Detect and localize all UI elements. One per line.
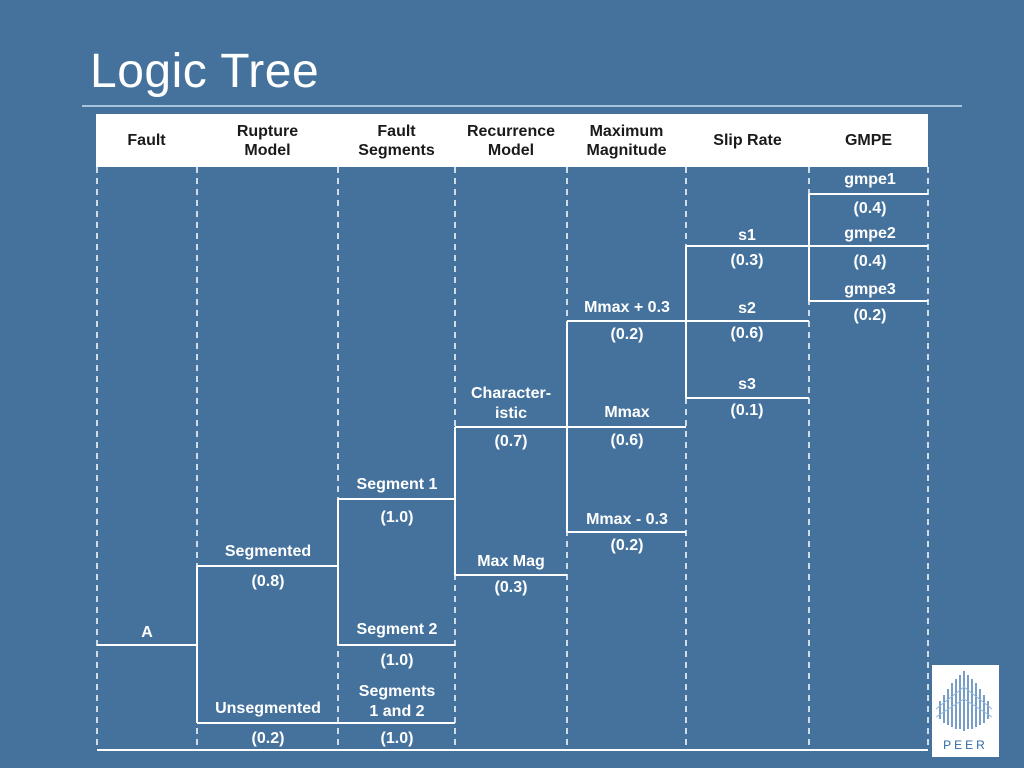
node-gmpe3: gmpe3 xyxy=(844,281,896,298)
column-dividers xyxy=(96,167,929,750)
weight-unsegmented: (0.2) xyxy=(251,730,285,747)
weight-segments-1-and-2: (1.0) xyxy=(380,730,414,747)
node-segments-1-and-2: Segments 1 and 2 xyxy=(358,683,436,720)
weight-segmented: (0.8) xyxy=(251,573,285,590)
node-s3: s3 xyxy=(738,376,756,393)
node-gmpe2: gmpe2 xyxy=(844,225,896,242)
node-max-mag: Max Mag xyxy=(477,553,545,570)
weight-s2: (0.6) xyxy=(730,325,764,342)
column-header-row: Fault Rupture Model Fault Segments Recur… xyxy=(96,114,928,167)
node-fault-a: A xyxy=(141,624,153,641)
node-s1: s1 xyxy=(738,227,756,244)
weight-segment-2: (1.0) xyxy=(380,652,414,669)
header-gmpe: GMPE xyxy=(844,132,893,149)
header-rupture-model: Rupture Model xyxy=(236,122,299,159)
branch-lines xyxy=(97,193,928,751)
node-characteristic: Character- istic xyxy=(470,385,552,422)
node-mmax: Mmax xyxy=(604,404,650,421)
header-maximum-magnitude: Maximum Magnitude xyxy=(586,122,667,159)
header-fault-segments: Fault Segments xyxy=(358,122,435,159)
title-divider xyxy=(82,105,962,107)
node-gmpe1: gmpe1 xyxy=(844,171,896,188)
weight-mmax: (0.6) xyxy=(610,432,644,449)
weight-characteristic: (0.7) xyxy=(494,433,528,450)
node-mmax-minus: Mmax - 0.3 xyxy=(586,511,668,528)
header-recurrence-model: Recurrence Model xyxy=(466,122,556,159)
weight-segment-1: (1.0) xyxy=(380,509,414,526)
header-slip-rate: Slip Rate xyxy=(713,132,782,149)
weight-gmpe2: (0.4) xyxy=(853,253,887,270)
weight-s3: (0.1) xyxy=(730,402,764,419)
header-fault: Fault xyxy=(127,132,166,149)
weight-gmpe1: (0.4) xyxy=(853,200,887,217)
node-segmented: Segmented xyxy=(224,543,312,560)
node-segment-2: Segment 2 xyxy=(356,621,438,638)
peer-logo: PEER xyxy=(932,665,999,757)
weight-mmax-plus: (0.2) xyxy=(610,326,644,343)
node-unsegmented: Unsegmented xyxy=(215,700,321,717)
node-segment-1: Segment 1 xyxy=(356,476,438,493)
weight-s1: (0.3) xyxy=(730,252,764,269)
node-mmax-plus: Mmax + 0.3 xyxy=(584,299,670,316)
peer-logo-icon xyxy=(935,671,993,731)
weight-gmpe3: (0.2) xyxy=(853,307,887,324)
slide-title: Logic Tree xyxy=(90,45,320,98)
node-s2: s2 xyxy=(738,300,756,317)
weight-mmax-minus: (0.2) xyxy=(610,537,644,554)
peer-logo-text: PEER xyxy=(943,738,988,752)
weight-max-mag: (0.3) xyxy=(494,579,528,596)
